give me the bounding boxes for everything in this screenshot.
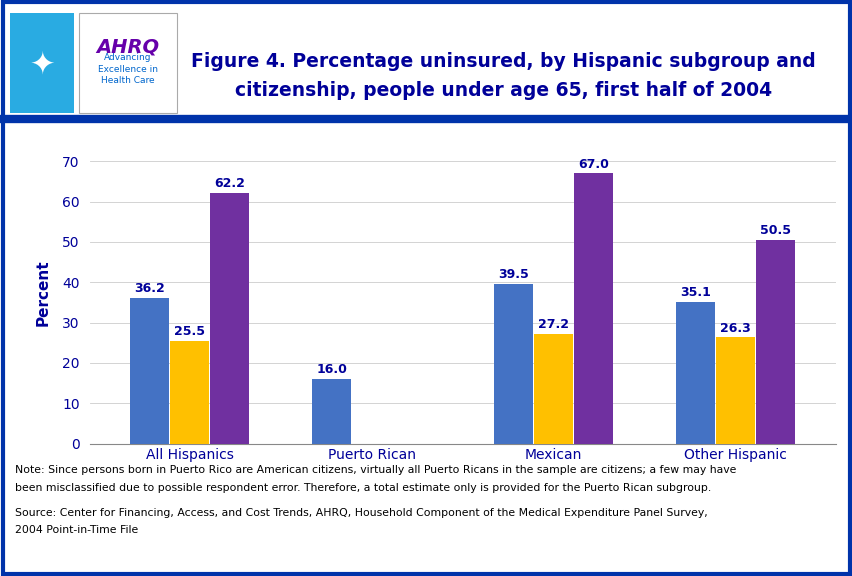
Text: Advancing
Excellence in
Health Care: Advancing Excellence in Health Care (98, 53, 158, 85)
Text: Note: Since persons born in Puerto Rico are American citizens, virtually all Pue: Note: Since persons born in Puerto Rico … (15, 465, 736, 475)
Text: 50.5: 50.5 (759, 224, 791, 237)
Text: Source: Center for Financing, Access, and Cost Trends, AHRQ, Household Component: Source: Center for Financing, Access, an… (15, 508, 707, 518)
Bar (716, 338, 754, 444)
Bar (312, 379, 351, 444)
Bar (493, 284, 532, 444)
Y-axis label: Percent: Percent (36, 259, 51, 325)
Text: 27.2: 27.2 (538, 318, 568, 331)
Text: citizenship, people under age 65, first half of 2004: citizenship, people under age 65, first … (234, 81, 771, 100)
Bar (756, 240, 794, 444)
Text: 62.2: 62.2 (214, 177, 245, 190)
Text: 36.2: 36.2 (134, 282, 164, 295)
Text: ✦: ✦ (30, 51, 55, 79)
Bar (573, 173, 613, 444)
Bar (210, 193, 249, 444)
Text: 25.5: 25.5 (174, 325, 205, 338)
Bar (170, 340, 209, 444)
Text: 35.1: 35.1 (680, 286, 711, 299)
Legend: Total, Citizen, Not Citizen: Total, Citizen, Not Citizen (309, 82, 615, 107)
Text: 26.3: 26.3 (720, 321, 751, 335)
Bar (533, 334, 573, 444)
Text: 2004 Point-in-Time File: 2004 Point-in-Time File (15, 525, 138, 535)
Text: Figure 4. Percentage uninsured, by Hispanic subgroup and: Figure 4. Percentage uninsured, by Hispa… (191, 52, 815, 71)
Bar (130, 298, 169, 444)
Bar (676, 302, 714, 444)
Text: 67.0: 67.0 (578, 158, 608, 170)
Text: AHRQ: AHRQ (96, 38, 159, 56)
Text: 39.5: 39.5 (498, 268, 528, 282)
Text: been misclassified due to possible respondent error. Therefore, a total estimate: been misclassified due to possible respo… (15, 483, 711, 492)
Text: 16.0: 16.0 (316, 363, 347, 376)
